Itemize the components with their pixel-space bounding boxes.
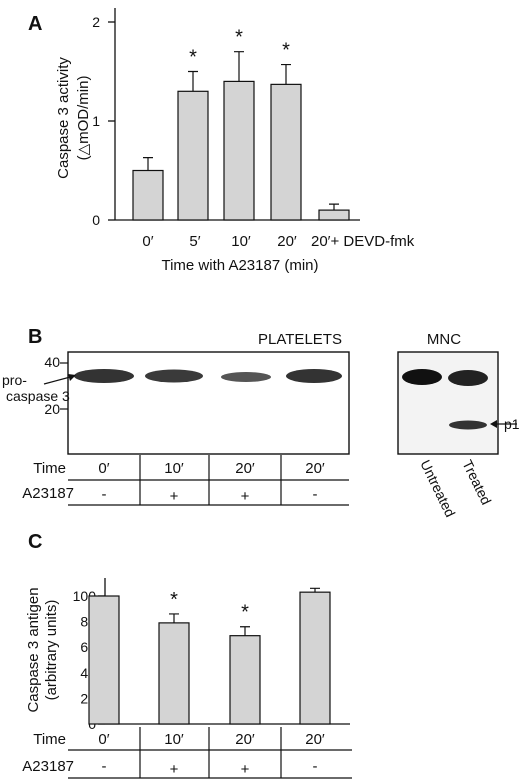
panel-a-errorbar-1 [188, 70, 198, 92]
platelets-blot [67, 351, 350, 455]
panel-a-xtick-1: 5′ [189, 233, 200, 250]
mnc-blot [397, 351, 499, 455]
panel-c-time-0: 0′ [98, 731, 109, 748]
panel-b-time-1: 10′ [164, 460, 184, 477]
panel-a-xtick-3: 20′ [277, 233, 297, 250]
panel-c-drug-1: + [170, 761, 179, 778]
p17-label: p17 [504, 416, 520, 432]
panel-a-bar-1 [177, 90, 209, 221]
panel-a-errorbar-0 [143, 157, 153, 171]
panel-a-bar-4 [318, 209, 350, 221]
platelets-label: PLATELETS [258, 331, 342, 348]
marker-20: 20 [44, 401, 60, 417]
panel-c-drug-0: - [102, 758, 107, 775]
panel-c-drug-2: + [241, 761, 250, 778]
panel-a-ytick-1: 1 [92, 113, 100, 129]
procaspase-label-line1: pro- [2, 372, 27, 388]
panel-a-errorbar-2 [234, 51, 244, 82]
panel-c-errorbar-1 [169, 613, 179, 623]
p17-arrow [490, 420, 517, 428]
panel-b-letter: B [28, 326, 42, 348]
panel-a-significance-1: * [189, 47, 197, 69]
panel-b-time-2: 20′ [235, 460, 255, 477]
panel-c-significance-2: * [241, 602, 249, 624]
panel-a-significance-2: * [235, 27, 243, 49]
panel-c-time-label: Time [33, 731, 66, 748]
panel-b-time-label: Time [33, 460, 66, 477]
panel-b-drug-2: + [241, 488, 250, 505]
panel-a-ytick-2: 2 [92, 14, 100, 30]
panel-a-errorbar-4 [329, 203, 339, 211]
panel-c-ylabel-line1: Caspase 3 antigen [25, 587, 42, 712]
panel-a-bars: * * * [132, 27, 350, 221]
panel-c-bar-3 [299, 591, 331, 725]
panel-a-ytick-0: 0 [92, 212, 100, 228]
panel-b-drug-3: - [313, 486, 318, 503]
panel-c-bar-0 [88, 595, 120, 725]
mnc-label: MNC [427, 331, 461, 348]
panel-b-drug-0: - [102, 486, 107, 503]
panel-c-letter: C [28, 531, 42, 553]
panel-c-bar-2 [229, 635, 261, 725]
panel-c-bar-1 [158, 622, 190, 725]
mnc-lane-untreated: Untreated [417, 457, 458, 519]
panel-c-ylabel-line2: (arbitrary units) [43, 600, 60, 701]
procaspase-label-line2: caspase 3 [6, 388, 70, 404]
panel-a-xtick-4: 20′+ DEVD-fmk [311, 233, 415, 250]
panel-b-drug-1: + [170, 488, 179, 505]
panel-b-time-3: 20′ [305, 460, 325, 477]
panel-a-xtick-0: 0′ [142, 233, 153, 250]
panel-c-errorbar-2 [240, 626, 250, 636]
panel-c-significance-1: * [170, 589, 178, 611]
panel-a-bar-2 [223, 80, 255, 221]
panel-a-xlabel: Time with A23187 (min) [161, 257, 318, 274]
panel-a-ylabel-line2: (△mOD/min) [75, 76, 92, 161]
panel-a-bar-3 [270, 83, 302, 221]
panel-a-xticks: 0′ 5′ 10′ 20′ 20′+ DEVD-fmk [142, 233, 414, 250]
panel-a-xtick-2: 10′ [231, 233, 251, 250]
panel-c-errorbar-3 [310, 587, 320, 593]
procaspase-arrow [43, 374, 76, 385]
panel-a-errorbar-3 [281, 63, 291, 85]
panel-b-condition-table [68, 455, 349, 506]
panel-a-ylabel-line1: Caspase 3 activity [55, 57, 72, 179]
panel-c-drug-3: - [313, 758, 318, 775]
panel-a-bar-0 [132, 169, 164, 221]
panel-c-bars: ** [88, 587, 331, 725]
panel-a-letter: A [28, 13, 42, 35]
panel-a-significance-3: * [282, 40, 290, 62]
panel-b-time-0: 0′ [98, 460, 109, 477]
panel-c-drug-label: A23187 [22, 758, 74, 775]
panel-c-condition-table [68, 727, 352, 779]
mnc-lane-treated: Treated [459, 457, 494, 507]
panel-b-drug-label: A23187 [22, 485, 74, 502]
panel-c-time-1: 10′ [164, 731, 184, 748]
panel-c-time-2: 20′ [235, 731, 255, 748]
panel-c-time-3: 20′ [305, 731, 325, 748]
marker-40: 40 [44, 354, 60, 370]
